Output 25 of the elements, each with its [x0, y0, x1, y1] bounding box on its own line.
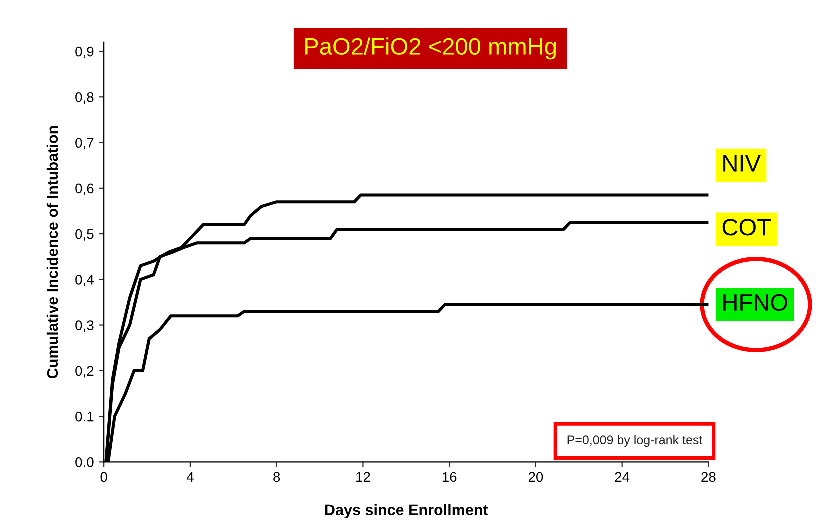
series-label: HFNO: [724, 294, 788, 312]
series-label: COT: [722, 219, 771, 236]
y-tick-label: 0,5: [76, 229, 94, 241]
y-tick-label: 0,9: [76, 46, 94, 58]
x-tick-label: 8: [274, 472, 280, 482]
x-axis-title: Days since Enrollment: [325, 504, 488, 519]
x-tick-label: 12: [356, 472, 370, 482]
y-tick-label: 0.1: [76, 412, 94, 422]
chart-title: PaO2/FiO2 <200 mmHg: [306, 38, 556, 60]
y-axis-title: Cumulative Incidence of Intubation: [46, 126, 58, 379]
y-tick-label: 0,7: [76, 138, 94, 150]
y-tick-label: 0,3: [76, 320, 94, 332]
y-tick-label: 0,8: [76, 92, 94, 104]
y-tick-label: 0.0: [76, 457, 94, 468]
x-tick-label: 24: [615, 472, 630, 482]
x-tick-label: 20: [528, 472, 544, 482]
y-tick-label: 0,2: [76, 366, 94, 378]
series-label: NIV: [724, 155, 761, 172]
y-tick-label: 0,6: [76, 184, 94, 196]
x-tick-label: 16: [442, 472, 457, 482]
x-tick-label: 28: [702, 472, 716, 482]
y-tick-label: 0,4: [76, 274, 94, 286]
annotation: P=0,009 by log-rank test: [568, 435, 703, 447]
x-tick-label: 4: [186, 472, 194, 482]
x-tick-label: 0: [100, 472, 108, 482]
